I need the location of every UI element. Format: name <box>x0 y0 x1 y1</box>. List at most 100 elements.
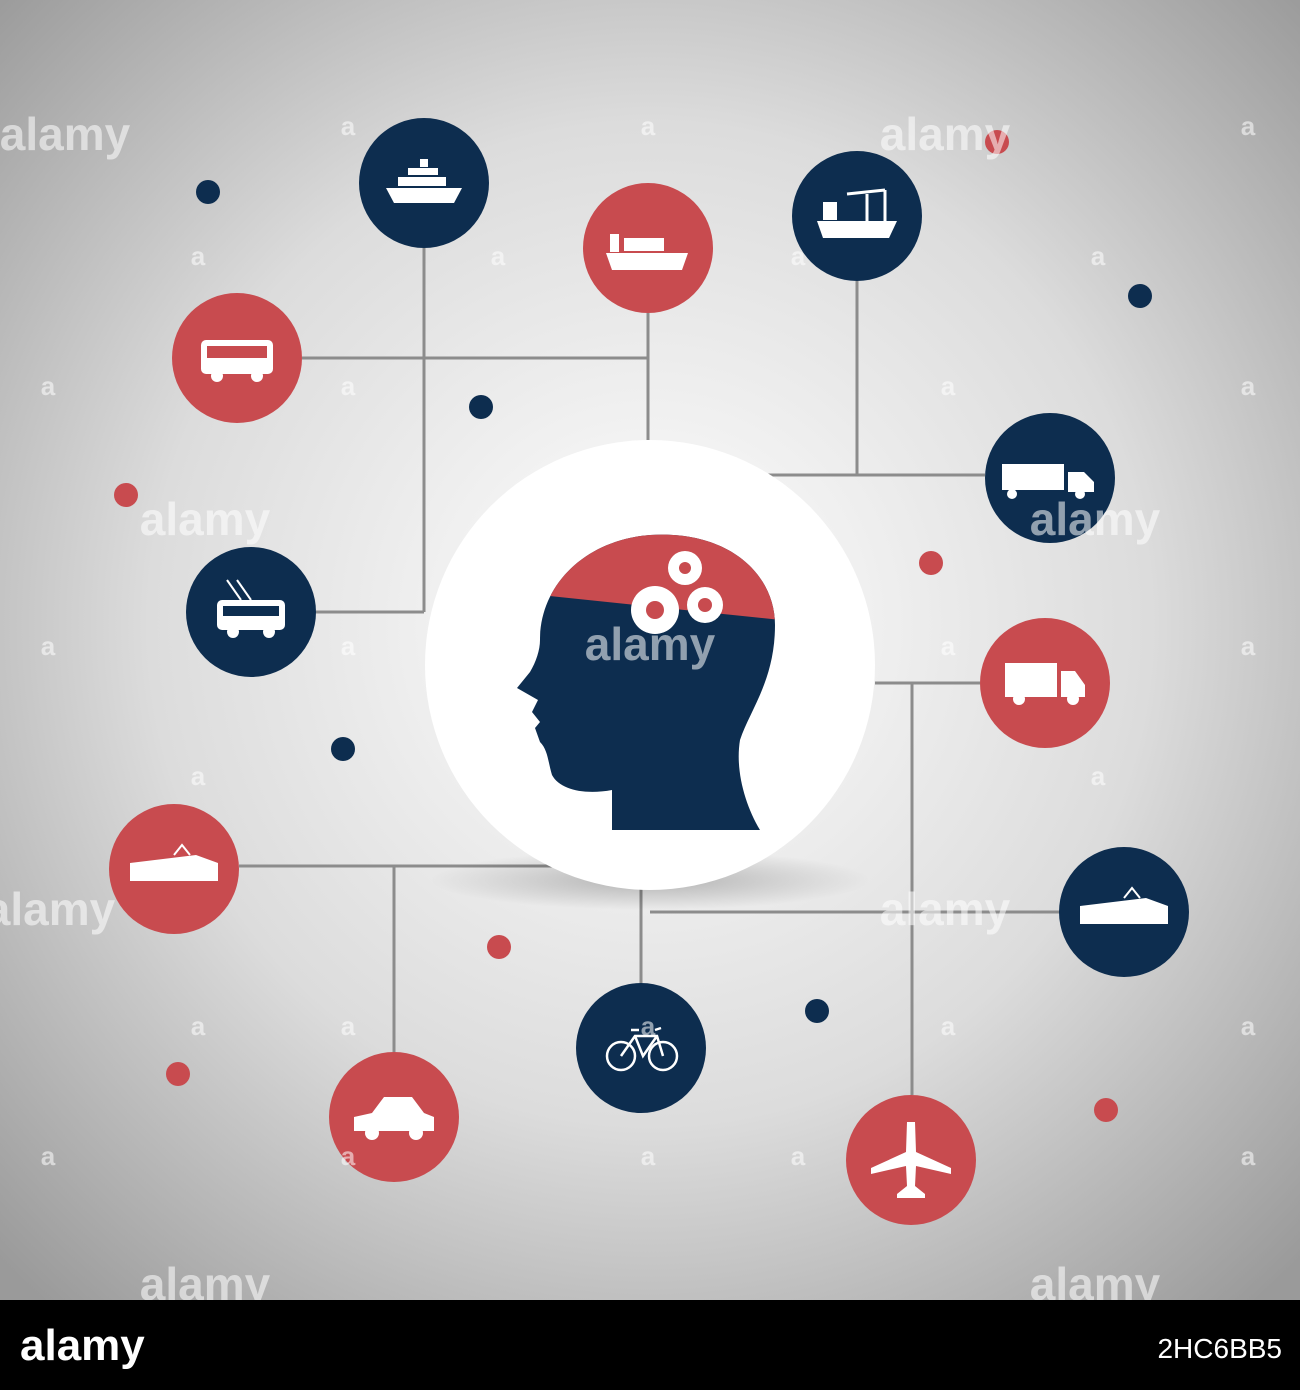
gear-hub <box>646 601 664 619</box>
watermark-small: a <box>941 1011 956 1041</box>
watermark: alamy <box>1030 493 1161 545</box>
transport-node <box>359 118 489 248</box>
icon <box>251 370 263 382</box>
watermark-small: a <box>791 1141 806 1171</box>
gear-hub <box>698 598 712 612</box>
icon <box>1005 663 1057 697</box>
icon <box>409 1126 423 1140</box>
icon <box>1068 472 1094 492</box>
watermark-small: a <box>1091 761 1106 791</box>
dot <box>331 737 355 761</box>
head-icon <box>517 534 775 830</box>
watermark-small: a <box>191 1011 206 1041</box>
icon <box>226 579 252 601</box>
transport-node <box>172 293 302 423</box>
watermark-small: a <box>41 371 56 401</box>
icon <box>386 188 462 203</box>
icon <box>624 238 664 251</box>
watermark-small: a <box>341 111 356 141</box>
dot <box>1094 1098 1118 1122</box>
icon <box>173 843 191 856</box>
transport-node <box>792 151 922 281</box>
icon <box>606 253 688 270</box>
icon <box>1002 464 1064 490</box>
dot <box>114 483 138 507</box>
dot <box>196 180 220 204</box>
icon <box>1013 693 1025 705</box>
watermark-small: a <box>491 761 506 791</box>
icon <box>605 1040 637 1072</box>
watermark-small: a <box>1241 371 1256 401</box>
icon <box>610 234 619 252</box>
watermark-small: a <box>191 241 206 271</box>
transport-node <box>846 1095 976 1225</box>
footer-logo: alamy <box>20 1321 145 1370</box>
dot <box>487 935 511 959</box>
icon <box>211 370 223 382</box>
transport-node <box>109 804 239 934</box>
icon <box>647 1040 679 1072</box>
icon <box>1080 898 1168 924</box>
transport-node <box>583 183 713 313</box>
transport-node <box>329 1052 459 1182</box>
watermark: alamy <box>880 108 1011 160</box>
watermark-small: a <box>641 1011 656 1041</box>
watermark-small: a <box>791 241 806 271</box>
watermark-small: a <box>941 631 956 661</box>
dot <box>805 999 829 1023</box>
transport-nodes <box>109 118 1189 1225</box>
icon <box>817 221 897 238</box>
watermark: alamy <box>880 883 1011 935</box>
icon <box>223 606 279 616</box>
icon <box>354 1097 434 1131</box>
icon <box>207 346 267 358</box>
watermark-small: a <box>341 1011 356 1041</box>
icon <box>619 1026 665 1059</box>
dot <box>919 551 943 575</box>
dot <box>985 130 1009 154</box>
icon <box>1007 489 1017 499</box>
watermark-small: a <box>41 1141 56 1171</box>
watermark-small: a <box>641 1141 656 1171</box>
watermark-small: a <box>191 761 206 791</box>
icon <box>365 1126 379 1140</box>
transport-node <box>576 983 706 1113</box>
watermark-small: a <box>41 631 56 661</box>
icon <box>823 202 837 220</box>
footer-bar <box>0 1300 1300 1390</box>
watermark-small: a <box>1241 1141 1256 1171</box>
watermark: alamy <box>585 618 716 670</box>
watermark: alamy <box>0 108 131 160</box>
icon <box>227 626 239 638</box>
watermark: alamy <box>140 493 271 545</box>
dot <box>469 395 493 419</box>
brain <box>517 534 775 622</box>
icon <box>398 177 446 186</box>
icon <box>420 159 428 167</box>
watermark-small: a <box>341 1141 356 1171</box>
watermark-small: a <box>1241 631 1256 661</box>
icon <box>1067 693 1079 705</box>
transport-node <box>985 413 1115 543</box>
watermark-small: a <box>341 371 356 401</box>
head-top <box>517 534 775 622</box>
image-id: 2HC6BB5 <box>1157 1333 1282 1364</box>
gears <box>631 551 723 634</box>
icon <box>130 855 218 881</box>
dots <box>114 130 1152 1122</box>
dot <box>166 1062 190 1086</box>
icon <box>1123 886 1141 899</box>
watermark-small: a <box>1241 111 1256 141</box>
watermark-small: a <box>491 241 506 271</box>
watermark-small: a <box>1241 1011 1256 1041</box>
transport-node <box>980 618 1110 748</box>
gear-hub <box>679 562 691 574</box>
transport-node <box>1059 847 1189 977</box>
node-circle <box>792 151 922 281</box>
icon <box>408 168 438 175</box>
icon <box>846 188 887 221</box>
icon <box>263 626 275 638</box>
watermark-small: a <box>941 371 956 401</box>
